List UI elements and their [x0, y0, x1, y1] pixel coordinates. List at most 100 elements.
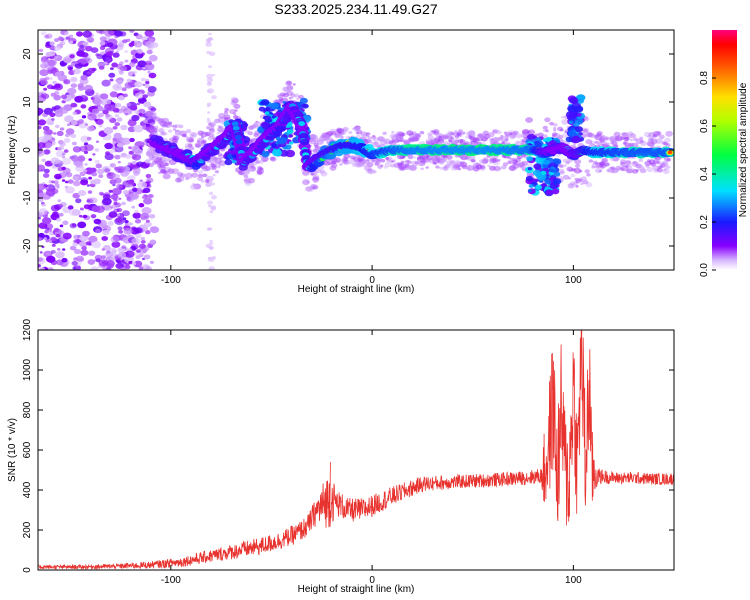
heatmap-cell	[44, 229, 49, 234]
heatmap-cell	[197, 170, 203, 175]
heatmap-cell	[157, 117, 165, 124]
heatmap-cell	[136, 102, 141, 106]
heatmap-cell	[76, 31, 83, 37]
heatmap-cell	[650, 162, 657, 167]
heatmap-cell	[148, 72, 157, 79]
heatmap-cell	[57, 199, 62, 203]
heatmap-cell	[50, 250, 56, 254]
heatmap-cell	[464, 156, 469, 160]
heatmap-cell	[552, 178, 562, 185]
heatmap-cell	[629, 138, 634, 142]
heatmap-cell	[97, 112, 104, 118]
heatmap-cell	[104, 153, 114, 161]
heatmap-cell	[94, 159, 100, 164]
heatmap-cell	[206, 77, 214, 83]
heatmap-cell	[562, 164, 567, 168]
heatmap-cell	[647, 139, 652, 143]
heatmap-cell	[38, 232, 45, 238]
heatmap-cell	[43, 173, 50, 178]
heatmap-cell	[623, 134, 628, 138]
snr-x-tick-label: -100	[161, 575, 181, 586]
heatmap-cell	[67, 205, 74, 210]
heatmap-cell	[80, 104, 87, 109]
heatmap-cell	[75, 198, 82, 204]
heatmap-cell	[147, 70, 151, 74]
heatmap-cell	[269, 102, 279, 110]
heatmap-cell	[646, 166, 654, 173]
heatmap-cell	[87, 37, 95, 43]
heatmap-cell	[116, 117, 123, 122]
heatmap-cell	[45, 239, 50, 243]
heatmap-cell	[55, 233, 61, 238]
snr-series-line	[38, 330, 674, 570]
heatmap-cell	[331, 131, 337, 136]
heatmap-cell	[316, 139, 324, 145]
heatmap-cell	[70, 102, 77, 108]
heatmap-cell	[559, 170, 565, 175]
heatmap-cell	[204, 131, 211, 137]
heatmap-cell	[107, 221, 114, 226]
heatmap-cell	[64, 31, 70, 36]
heatmap-cell	[149, 239, 157, 245]
heatmap-cell	[86, 71, 92, 75]
heatmap-cell	[206, 227, 211, 231]
heatmap-cell	[49, 112, 56, 118]
heatmap-cell	[78, 214, 83, 218]
heatmap-cell	[58, 145, 65, 151]
heatmap-cell	[75, 61, 79, 65]
heatmap-cell	[525, 175, 534, 182]
heatmap-cell	[59, 107, 69, 114]
heatmap-cell	[553, 123, 558, 127]
heatmap-cell	[517, 156, 521, 160]
heatmap-cell	[521, 133, 527, 138]
colorbar-ticks: 0.00.20.40.60.8	[699, 71, 716, 277]
heatmap-cell	[399, 136, 404, 140]
heatmap-cell	[109, 163, 117, 168]
heatmap-cell	[47, 69, 54, 75]
heatmap-cell	[128, 146, 132, 150]
heatmap-cell	[181, 133, 187, 138]
heatmap-cell	[115, 50, 119, 53]
heatmap-cell	[664, 137, 671, 143]
heatmap-cell	[53, 45, 62, 52]
heatmap-cell	[82, 30, 93, 38]
heatmap-cell	[96, 54, 104, 60]
heatmap-x-tick-label: 100	[565, 275, 582, 286]
heatmap-cell	[47, 117, 51, 121]
heatmap-cell	[545, 189, 553, 195]
heatmap-cell	[131, 153, 142, 161]
heatmap-cell	[145, 81, 150, 85]
heatmap-cell	[127, 119, 137, 127]
heatmap-cell	[348, 130, 353, 135]
heatmap-cell	[115, 103, 122, 108]
heatmap-cell	[501, 141, 505, 145]
heatmap-cell	[61, 166, 66, 171]
heatmap-cell	[141, 189, 147, 194]
heatmap-cell	[454, 139, 459, 143]
heatmap-cell	[134, 227, 143, 234]
heatmap-cell	[567, 183, 575, 189]
heatmap-cell	[72, 111, 78, 116]
snr-y-tick-label: 1200	[22, 318, 33, 341]
heatmap-cell	[129, 192, 140, 200]
heatmap-cell	[487, 164, 491, 168]
heatmap-cell	[153, 125, 159, 130]
heatmap-cell	[95, 30, 104, 34]
heatmap-cell	[542, 125, 548, 130]
heatmap-cell	[270, 156, 277, 162]
heatmap-cell	[65, 36, 71, 40]
heatmap-cell	[209, 239, 213, 243]
heatmap-cell	[584, 169, 590, 174]
heatmap-cell	[145, 173, 152, 179]
heatmap-cell	[58, 212, 64, 217]
heatmap-cell	[299, 132, 309, 140]
heatmap-cell	[49, 77, 53, 80]
heatmap-cell	[208, 245, 214, 250]
heatmap-cell	[232, 125, 240, 131]
heatmap-cell	[50, 204, 60, 212]
heatmap-cell	[78, 119, 84, 124]
heatmap-cell	[219, 120, 225, 125]
heatmap-cell	[101, 79, 111, 87]
heatmap-cell	[129, 30, 135, 33]
